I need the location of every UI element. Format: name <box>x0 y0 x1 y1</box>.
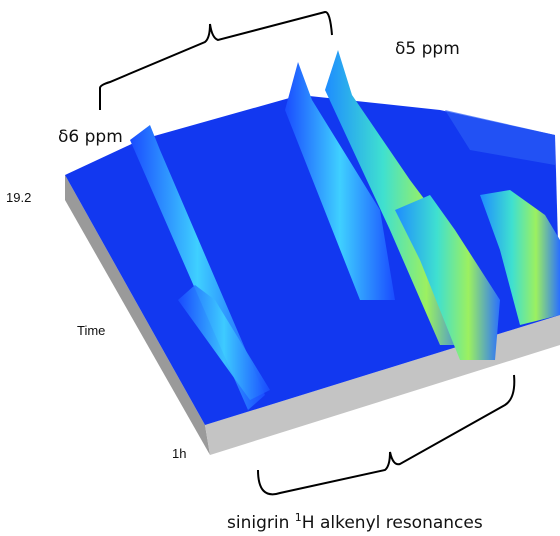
caption-superscript: 1 <box>295 511 302 524</box>
nmr-figure: δ6 ppm δ5 ppm 19.2 Time 1h sinigrin 1H a… <box>0 0 560 536</box>
caption-part: H alkenyl resonances <box>302 513 483 533</box>
caption: sinigrin 1H alkenyl resonances <box>227 511 483 533</box>
ppm-label: δ6 ppm <box>58 127 123 147</box>
time-label: 19.2 <box>6 190 31 205</box>
plot-3d <box>65 50 560 455</box>
time-axis-title: Time <box>77 323 105 338</box>
ppm-label: δ5 ppm <box>395 39 460 59</box>
time-label: 1h <box>172 446 186 461</box>
caption-part: sinigrin <box>227 513 295 533</box>
